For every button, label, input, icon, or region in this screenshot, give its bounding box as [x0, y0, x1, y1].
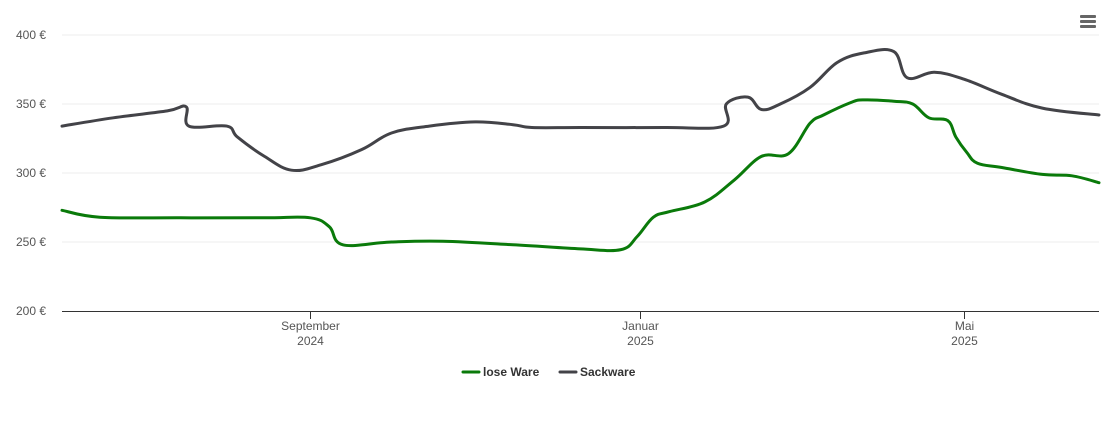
- x-tick-label: Januar: [622, 319, 659, 333]
- x-tick-year: 2024: [297, 334, 324, 348]
- y-axis: 200 € 250 € 300 € 350 € 400 €: [16, 28, 46, 318]
- y-tick-label: 200 €: [16, 304, 46, 318]
- legend-item-lose-ware[interactable]: lose Ware: [461, 365, 540, 379]
- y-tick-label: 250 €: [16, 235, 46, 249]
- legend-label: lose Ware: [483, 365, 540, 379]
- legend[interactable]: lose Ware Sackware: [461, 365, 636, 379]
- legend-label: Sackware: [580, 365, 636, 379]
- y-tick-label: 350 €: [16, 97, 46, 111]
- x-tick-year: 2025: [627, 334, 654, 348]
- y-tick-label: 400 €: [16, 28, 46, 42]
- y-tick-label: 300 €: [16, 166, 46, 180]
- x-tick-label: September: [281, 319, 340, 333]
- plot-area: [60, 48, 1101, 253]
- grid-lines: [62, 34, 1099, 243]
- x-tick-label: Mai: [955, 319, 974, 333]
- legend-item-sackware[interactable]: Sackware: [558, 365, 636, 379]
- series-line-lose-ware[interactable]: [60, 98, 1101, 253]
- hamburger-menu-icon[interactable]: [1074, 10, 1102, 34]
- series-line-sackware[interactable]: [60, 48, 1101, 173]
- x-tick-year: 2025: [951, 334, 978, 348]
